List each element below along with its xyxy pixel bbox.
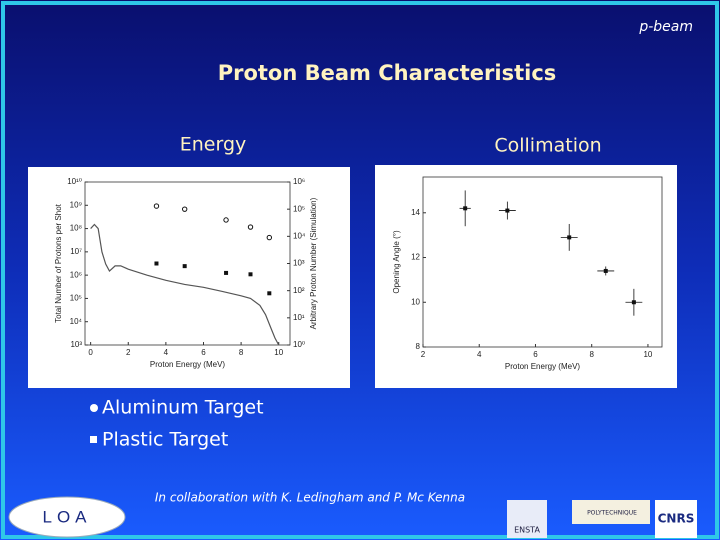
data-point [267, 291, 272, 296]
x-tick-label: 10 [643, 350, 652, 359]
data-point [181, 206, 188, 212]
y-tick-label: 10⁷ [70, 247, 82, 256]
y-tick-label: 14 [411, 208, 420, 217]
x-tick-label: 4 [164, 348, 169, 357]
y-tick-label: 10 [411, 297, 420, 306]
chart-panel [28, 167, 350, 388]
y-tick-label: 10⁵ [70, 294, 82, 303]
x-tick-label: 2 [421, 350, 426, 359]
y-tick-label: 10⁹ [70, 200, 82, 209]
logo [655, 500, 697, 538]
x-tick-label: 10 [274, 348, 283, 357]
y2-tick-label: 10⁴ [293, 231, 306, 240]
y-tick-label: 8 [416, 342, 421, 351]
y2-tick-label: 10¹ [293, 313, 305, 322]
data-point [603, 268, 608, 273]
section-heading: Energy [180, 134, 247, 156]
data-point [505, 208, 510, 213]
data-point [154, 261, 159, 266]
logo [507, 500, 547, 538]
slide-title: Proton Beam Characteristics [218, 61, 557, 85]
y-tick-label: 12 [411, 253, 420, 262]
data-point [182, 264, 187, 269]
y2-axis-label: Arbitrary Proton Number (Simulation) [309, 197, 318, 329]
y2-tick-label: 10⁰ [293, 340, 305, 349]
x-tick-label: 6 [201, 348, 206, 357]
data-point [247, 224, 254, 230]
x-tick-label: 8 [589, 350, 594, 359]
y-axis-label: Opening Angle (°) [392, 230, 401, 294]
x-tick-label: 0 [88, 348, 93, 357]
y2-tick-label: 10² [293, 286, 305, 295]
data-point [153, 203, 160, 209]
logo-text: ENSTA [514, 526, 540, 535]
section-heading: Collimation [494, 135, 601, 157]
y-tick-label: 10⁸ [70, 224, 82, 233]
data-point [631, 300, 636, 305]
data-point [224, 270, 229, 275]
data-point [463, 206, 468, 211]
logo [8, 496, 126, 538]
data-point [248, 272, 253, 277]
y2-tick-label: 10⁶ [293, 177, 305, 186]
y-tick-label: 10⁴ [70, 317, 83, 326]
logo-text: LOA [42, 507, 91, 526]
x-tick-label: 6 [533, 350, 538, 359]
x-tick-label: 8 [239, 348, 244, 357]
chart-panel [375, 165, 677, 388]
slide-tag: p-beam [638, 19, 693, 35]
x-tick-label: 2 [126, 348, 131, 357]
legend-marker [90, 436, 97, 443]
plot-frame [422, 176, 663, 348]
y-tick-label: 10⁶ [70, 270, 82, 279]
y-axis-label: Total Number of Protons per Shot [54, 203, 63, 323]
y-tick-label: 10³ [70, 340, 82, 349]
x-axis-label: Proton Energy (MeV) [150, 360, 225, 369]
data-point [567, 235, 572, 240]
y-tick-label: 10¹⁰ [67, 177, 82, 186]
y2-tick-label: 10³ [293, 259, 305, 268]
data-line [90, 223, 280, 346]
logo [572, 500, 650, 524]
collaboration-note: In collaboration with K. Ledingham and P… [155, 491, 465, 505]
data-point [266, 234, 273, 241]
data-point [223, 217, 229, 223]
x-tick-label: 4 [477, 350, 482, 359]
legend-entry: Aluminum Target [102, 397, 264, 419]
logo-text: CNRS [658, 512, 695, 526]
legend-entry: Plastic Target [102, 429, 228, 451]
x-axis-label: Proton Energy (MeV) [505, 362, 580, 371]
logo-text: POLYTECHNIQUE [587, 510, 637, 517]
legend-marker [90, 404, 98, 412]
y2-tick-label: 10⁵ [293, 204, 305, 213]
